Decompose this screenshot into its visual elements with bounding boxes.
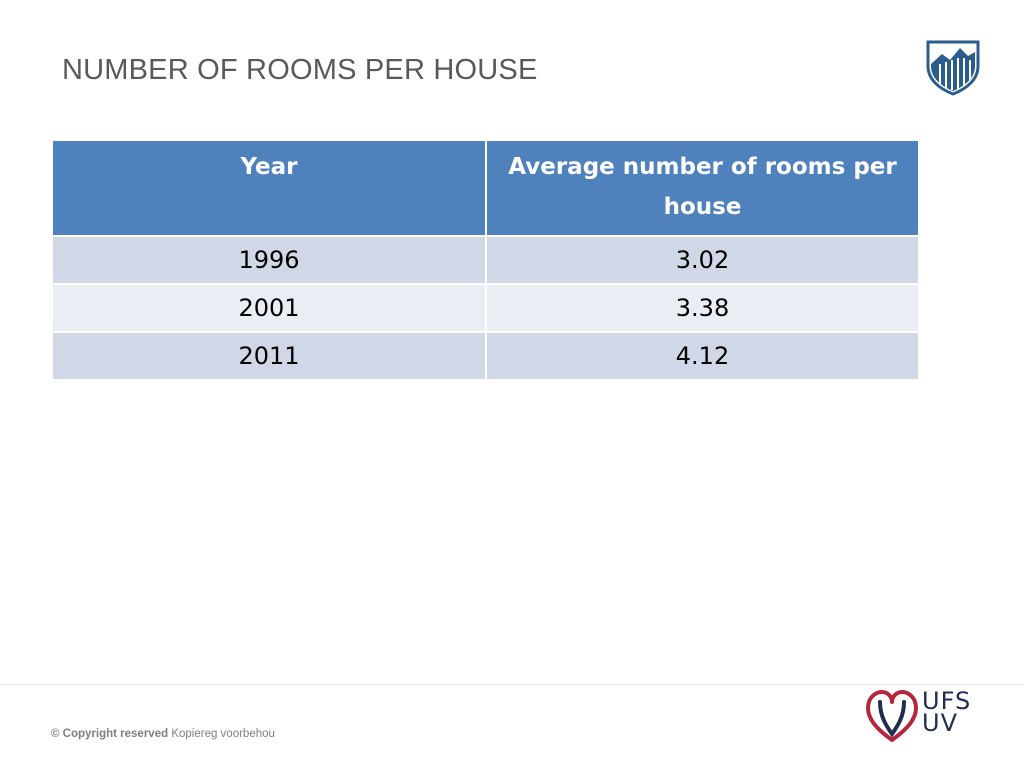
university-crest-icon xyxy=(926,40,980,96)
footer xyxy=(0,684,1024,769)
column-header-average-rooms: Average number of rooms per house xyxy=(485,139,920,237)
page-title: NUMBER OF ROOMS PER HOUSE xyxy=(62,54,538,86)
ufs-logo-text: UFS UV xyxy=(922,687,972,737)
ufs-logo: UFS UV xyxy=(864,688,984,744)
cell-year: 1996 xyxy=(51,235,487,285)
copyright-notice: © Copyright reserved Kopiereg voorbehou xyxy=(51,728,275,740)
ufs-logo-line2: UV xyxy=(922,709,958,737)
ufs-logo-line1: UFS xyxy=(922,687,972,715)
copyright-label-afrikaans: Kopiereg voorbehou xyxy=(171,728,275,740)
cell-year: 2001 xyxy=(51,283,487,333)
cell-year: 2011 xyxy=(51,331,487,381)
column-header-year: Year xyxy=(51,139,487,237)
rooms-table: Year Average number of rooms per house 1… xyxy=(51,139,920,381)
table-header-row: Year Average number of rooms per house xyxy=(51,139,920,237)
table-row: 1996 3.02 xyxy=(51,235,920,285)
cell-average-rooms: 3.02 xyxy=(485,235,920,285)
table-row: 2001 3.38 xyxy=(51,283,920,333)
cell-average-rooms: 4.12 xyxy=(485,331,920,381)
cell-average-rooms: 3.38 xyxy=(485,283,920,333)
ufs-heart-icon xyxy=(866,690,918,742)
copyright-label: © Copyright reserved xyxy=(51,728,169,740)
table-row: 2011 4.12 xyxy=(51,331,920,381)
